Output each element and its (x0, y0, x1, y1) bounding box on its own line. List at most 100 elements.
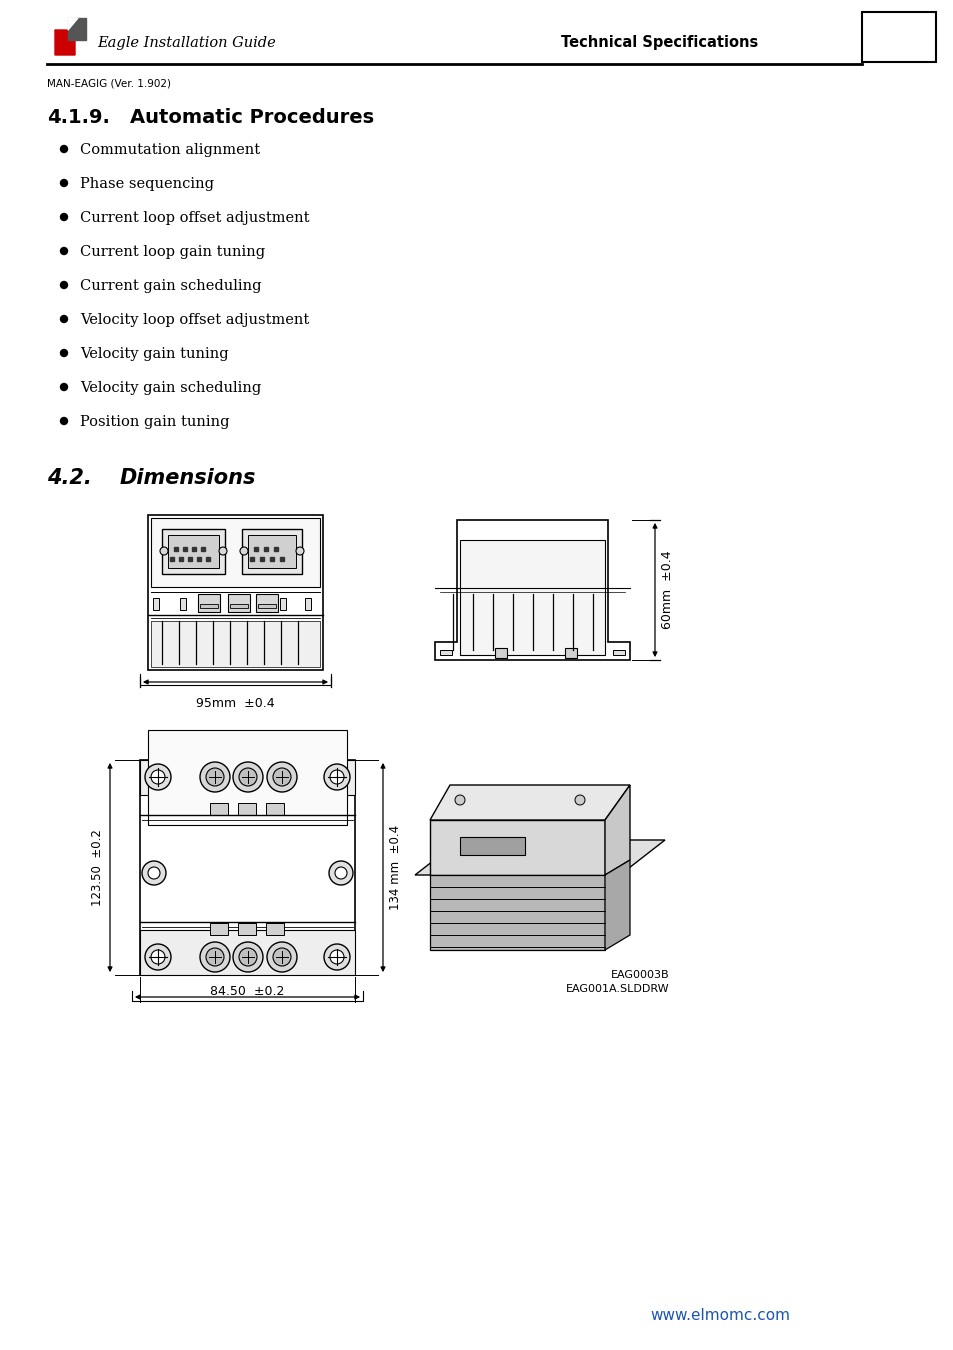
Bar (430, 875, 604, 950)
Circle shape (60, 146, 68, 153)
Bar (266, 803, 284, 815)
Circle shape (206, 768, 224, 786)
Bar (242, 529, 302, 574)
Circle shape (151, 950, 165, 964)
Text: Phase sequencing: Phase sequencing (80, 177, 213, 190)
Bar (248, 535, 295, 568)
Text: Current loop offset adjustment: Current loop offset adjustment (80, 211, 309, 225)
Circle shape (233, 761, 263, 792)
Polygon shape (55, 30, 75, 55)
Polygon shape (604, 784, 629, 875)
Text: 95mm  ±0.4: 95mm ±0.4 (196, 697, 274, 710)
Bar (152, 598, 159, 610)
Bar (280, 598, 286, 610)
Bar (228, 594, 250, 612)
Bar (305, 598, 311, 610)
Text: 71: 71 (885, 28, 910, 47)
Bar (140, 760, 355, 975)
Circle shape (273, 768, 291, 786)
Circle shape (330, 769, 344, 784)
Bar (140, 930, 355, 975)
Text: Velocity loop offset adjustment: Velocity loop offset adjustment (80, 313, 309, 327)
Text: Current gain scheduling: Current gain scheduling (80, 279, 261, 293)
Text: Velocity gain tuning: Velocity gain tuning (80, 347, 229, 360)
Polygon shape (68, 18, 86, 40)
Bar (459, 837, 524, 855)
Circle shape (330, 950, 344, 964)
Text: Current loop gain tuning: Current loop gain tuning (80, 244, 265, 259)
Circle shape (273, 948, 291, 967)
Text: 4.1.9.: 4.1.9. (47, 108, 110, 127)
Bar (168, 535, 219, 568)
Circle shape (160, 547, 168, 555)
Bar (151, 621, 319, 667)
Bar (200, 603, 218, 608)
Text: EAG001A.SLDDRW: EAG001A.SLDDRW (566, 984, 669, 994)
Bar (459, 540, 604, 655)
Circle shape (60, 247, 68, 255)
Circle shape (324, 764, 350, 790)
Circle shape (60, 316, 68, 323)
Bar (140, 760, 355, 795)
Bar (564, 648, 577, 657)
Polygon shape (68, 18, 78, 30)
Circle shape (239, 768, 256, 786)
Polygon shape (415, 840, 664, 875)
Text: Dimensions: Dimensions (120, 468, 256, 487)
Text: EAG0003B: EAG0003B (611, 971, 669, 980)
Circle shape (60, 417, 68, 424)
Circle shape (200, 761, 230, 792)
Circle shape (455, 795, 464, 805)
Circle shape (206, 948, 224, 967)
Text: Automatic Procedures: Automatic Procedures (130, 108, 374, 127)
Circle shape (60, 180, 68, 186)
Bar (210, 803, 228, 815)
Bar (495, 648, 506, 657)
Bar (862, 12, 935, 62)
Circle shape (148, 867, 160, 879)
Bar (148, 730, 347, 825)
Text: 84.50  ±0.2: 84.50 ±0.2 (210, 986, 284, 998)
Circle shape (267, 942, 296, 972)
Circle shape (219, 547, 227, 555)
Circle shape (60, 383, 68, 390)
Bar (613, 649, 624, 655)
Text: Technical Specifications: Technical Specifications (560, 35, 758, 50)
Text: 123.50  ±0.2: 123.50 ±0.2 (91, 829, 104, 906)
Bar (151, 518, 319, 587)
Circle shape (324, 944, 350, 971)
Bar (237, 803, 255, 815)
Polygon shape (435, 520, 629, 660)
Circle shape (575, 795, 584, 805)
Circle shape (233, 942, 263, 972)
Circle shape (267, 761, 296, 792)
Circle shape (200, 942, 230, 972)
Circle shape (145, 944, 171, 971)
Bar (255, 594, 277, 612)
Text: Velocity gain scheduling: Velocity gain scheduling (80, 381, 261, 396)
Bar (266, 923, 284, 936)
Bar (162, 529, 225, 574)
Circle shape (240, 547, 248, 555)
Bar (257, 603, 275, 608)
Circle shape (145, 764, 171, 790)
Polygon shape (430, 784, 629, 819)
Text: Position gain tuning: Position gain tuning (80, 414, 230, 429)
Bar (198, 594, 220, 612)
Bar (230, 603, 248, 608)
Bar (210, 923, 228, 936)
Circle shape (329, 861, 353, 886)
Circle shape (60, 282, 68, 289)
Text: 4.2.: 4.2. (47, 468, 91, 487)
Bar (180, 598, 186, 610)
Text: 134 mm  ±0.4: 134 mm ±0.4 (389, 825, 401, 910)
Polygon shape (604, 860, 629, 950)
Bar (237, 923, 255, 936)
Circle shape (335, 867, 347, 879)
Circle shape (239, 948, 256, 967)
Circle shape (151, 769, 165, 784)
Text: Commutation alignment: Commutation alignment (80, 143, 260, 157)
Text: Eagle Installation Guide: Eagle Installation Guide (97, 36, 275, 50)
Circle shape (142, 861, 166, 886)
Circle shape (60, 213, 68, 220)
